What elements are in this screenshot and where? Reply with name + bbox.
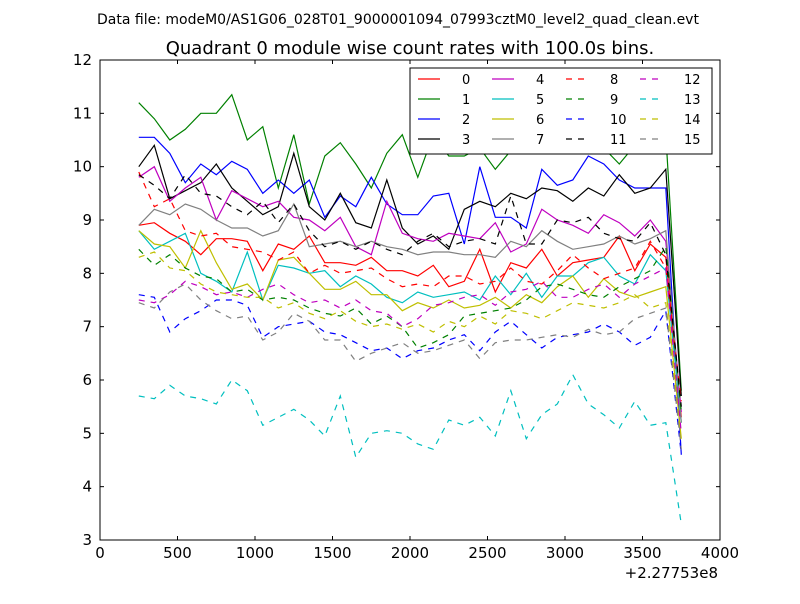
legend-label-14: 14 [684, 113, 701, 128]
legend-label-9: 9 [610, 93, 618, 108]
legend-label-13: 13 [684, 93, 701, 108]
y-tick-label: 7 [82, 318, 92, 336]
legend-label-4: 4 [536, 73, 544, 88]
x-tick-label: 3500 [623, 544, 661, 562]
series-line-6 [138, 229, 682, 439]
y-tick-label: 4 [82, 478, 92, 496]
series-line-9 [138, 244, 682, 413]
series-line-10 [138, 294, 682, 455]
x-offset-label: +2.27753e8 [625, 564, 718, 582]
series-line-7 [138, 202, 682, 423]
legend-label-11: 11 [610, 133, 627, 148]
x-tick-label: 2000 [391, 544, 429, 562]
y-tick-label: 3 [82, 531, 92, 549]
y-tick-label: 5 [82, 424, 92, 442]
x-tick-label: 3000 [546, 544, 584, 562]
legend-box [409, 67, 713, 155]
series-line-12 [138, 267, 682, 434]
series-line-4 [138, 165, 682, 413]
series-line-13 [138, 373, 682, 525]
x-tick-label: 1000 [236, 544, 274, 562]
legend-label-5: 5 [536, 93, 544, 108]
legend-label-3: 3 [462, 133, 470, 148]
legend-label-12: 12 [684, 73, 701, 88]
legend-label-1: 1 [462, 93, 470, 108]
y-tick-label: 12 [73, 51, 92, 69]
legend-label-8: 8 [610, 73, 618, 88]
legend-label-0: 0 [462, 73, 470, 88]
legend-label-6: 6 [536, 113, 544, 128]
y-tick-label: 9 [82, 211, 92, 229]
x-tick-label: 4000 [701, 544, 739, 562]
series-layer [138, 93, 682, 525]
x-tick-label: 1500 [313, 544, 351, 562]
x-tick-label: 500 [163, 544, 192, 562]
legend-label-15: 15 [684, 133, 701, 148]
series-line-0 [138, 222, 682, 418]
legend-label-2: 2 [462, 113, 470, 128]
y-tick-label: 10 [73, 158, 92, 176]
legend-label-10: 10 [610, 113, 627, 128]
chart-title: Quadrant 0 module wise count rates with … [166, 38, 655, 59]
series-line-11 [138, 173, 682, 407]
y-tick-label: 11 [73, 104, 92, 122]
series-line-14 [138, 251, 682, 445]
axis-layer: 0 500 1000 1500 2000 2500 3000 3500 4000 3 4 5 6 7 8 9 1… [73, 51, 739, 562]
series-line-2 [138, 136, 682, 455]
data-file-label: Data file: modeM0/AS1G06_028T01_90000010… [97, 12, 699, 28]
series-line-15 [138, 283, 682, 450]
y-tick-label: 8 [82, 264, 92, 282]
y-tick-label: 6 [82, 371, 92, 389]
legend-label-7: 7 [536, 133, 544, 148]
x-tick-label: 2500 [468, 544, 506, 562]
x-tick-label: 0 [95, 544, 105, 562]
